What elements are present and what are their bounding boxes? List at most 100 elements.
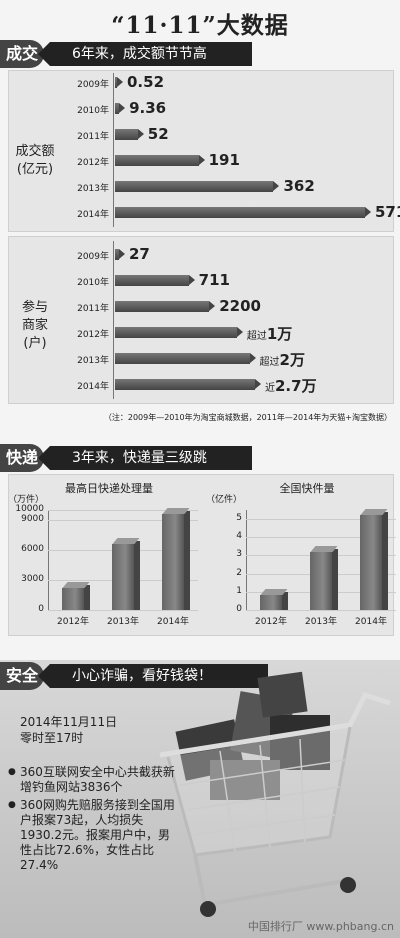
value-label: 52 <box>147 125 169 143</box>
merchant-axis-label: 参与 商家 (户) <box>11 299 59 353</box>
gridline <box>48 520 198 521</box>
watermark: 中国排行厂 www.phbang.cn <box>247 920 394 933</box>
bar <box>162 514 184 610</box>
year-label: 2013年 <box>77 356 109 366</box>
gridline <box>246 519 396 521</box>
bar <box>115 301 216 312</box>
data-note: （注：2009年—2010年为淘宝商城数据，2011年—2014年为天猫+淘宝数… <box>103 413 392 422</box>
bar <box>115 275 195 286</box>
chart-axis <box>113 241 114 399</box>
year-label: 2009年 <box>77 80 109 90</box>
y-tick-label: 0 <box>38 604 44 614</box>
gridline <box>48 510 198 511</box>
label-line: (亿元) <box>16 162 54 177</box>
value-label: 近2.7万 <box>265 375 317 396</box>
unit-label: （亿件） <box>206 495 243 505</box>
bar <box>115 77 123 88</box>
bar <box>115 249 125 260</box>
value-label: 27 <box>129 245 150 263</box>
year-label: 2010年 <box>77 278 109 288</box>
y-tick-label: 10000 <box>15 504 44 514</box>
section-heading: 3年来，快递量三级跳 <box>38 446 252 470</box>
time-range: 零时至17时 <box>20 731 84 745</box>
y-tick-label: 0 <box>236 604 242 614</box>
value-prefix: 超过 <box>246 331 267 342</box>
value-prefix: 近 <box>265 383 275 394</box>
section-heading: 小心诈骗，看好钱袋！ <box>38 664 268 688</box>
year-label: 2011年 <box>77 304 109 314</box>
unit-label: （万件） <box>8 495 45 505</box>
chart-title: 最高日快递处理量 <box>65 482 153 495</box>
page-title: “11·11”大数据 <box>111 12 289 39</box>
label-line: 商家 <box>21 318 48 333</box>
y-tick-label: 6000 <box>21 544 44 554</box>
chart-axis <box>113 73 114 227</box>
bar <box>260 595 282 610</box>
merchant-panel: 参与 商家 (户) 2009年 27 2010年 711 2011年 2200 2012年超… <box>8 236 394 404</box>
value-label: 571 <box>375 203 400 221</box>
value-label: 超过2万 <box>260 349 305 370</box>
transaction-panel: 成交额 (亿元) 2009年 0.52 2010年 9.36 2011年 52 2012年 1… <box>8 70 400 232</box>
value-number: 2万 <box>279 351 305 369</box>
section-header-safety: 安全 小心诈骗，看好钱袋！ <box>0 662 400 690</box>
bar <box>115 327 243 338</box>
x-tick-label: 2012年 <box>57 617 89 627</box>
section-header-express: 快递 3年来，快递量三级跳 <box>0 444 400 472</box>
value-label: 711 <box>199 271 230 289</box>
x-tick-label: 2013年 <box>107 617 139 627</box>
x-tick-label: 2014年 <box>157 617 189 627</box>
gridline <box>246 537 396 539</box>
bar-side <box>134 541 140 610</box>
section-tag: 成交 <box>0 40 44 68</box>
bar <box>115 379 261 390</box>
bar-side <box>382 512 388 610</box>
bar-side <box>184 511 190 610</box>
year-label: 2010年 <box>77 106 109 116</box>
year-label: 2012年 <box>77 158 109 168</box>
safety-date: 2014年11月11日 零时至17时 <box>20 714 117 746</box>
section-tag: 安全 <box>0 662 44 690</box>
x-tick-label: 2014年 <box>355 617 387 627</box>
value-prefix: 超过 <box>259 357 280 368</box>
section-header-transaction: 成交 6年来，成交额节节高 <box>0 40 400 68</box>
value-label: 362 <box>283 177 315 195</box>
label-line: 参与 <box>21 300 48 315</box>
bar-side <box>332 548 338 610</box>
bar <box>62 588 84 610</box>
section-tag: 快递 <box>0 444 44 472</box>
year-label: 2014年 <box>77 210 109 220</box>
bar <box>115 129 144 140</box>
gridline <box>246 610 396 611</box>
year-label: 2014年 <box>77 382 109 392</box>
value-number: 2200 <box>219 297 261 315</box>
y-axis <box>48 510 49 610</box>
bar <box>112 544 134 610</box>
y-tick-label: 1 <box>236 585 242 596</box>
value-label: 超过1万 <box>247 323 292 344</box>
year-label: 2009年 <box>77 252 109 262</box>
bullet-fraud-report: 360网购先赔服务接到全国用户报案73起，人均损失1930.2元。报案用户中，男… <box>8 798 180 873</box>
chart-title: 全国快件量 <box>279 482 335 495</box>
value-number: 1万 <box>266 325 293 343</box>
value-number: 711 <box>198 271 230 289</box>
label-line: (户) <box>23 336 47 351</box>
bar <box>360 515 382 610</box>
bar <box>115 155 205 166</box>
bar-side <box>282 592 288 610</box>
date-line: 2014年11月11日 <box>20 715 118 729</box>
year-label: 2012年 <box>77 330 109 340</box>
y-axis <box>246 510 247 610</box>
bar <box>115 207 371 218</box>
bar-side <box>84 585 90 610</box>
label-line: 成交额 <box>15 144 55 159</box>
value-label: 2200 <box>219 297 261 315</box>
bar <box>310 551 332 610</box>
bar <box>115 103 126 114</box>
section-heading: 6年来，成交额节节高 <box>38 42 252 66</box>
y-tick-label: 4 <box>236 531 242 542</box>
x-tick-label: 2012年 <box>255 617 287 627</box>
transaction-axis-label: 成交额 (亿元) <box>11 143 59 179</box>
year-label: 2013年 <box>77 184 109 194</box>
value-number: 2.7万 <box>275 377 317 395</box>
y-tick-label: 3 <box>236 549 242 560</box>
